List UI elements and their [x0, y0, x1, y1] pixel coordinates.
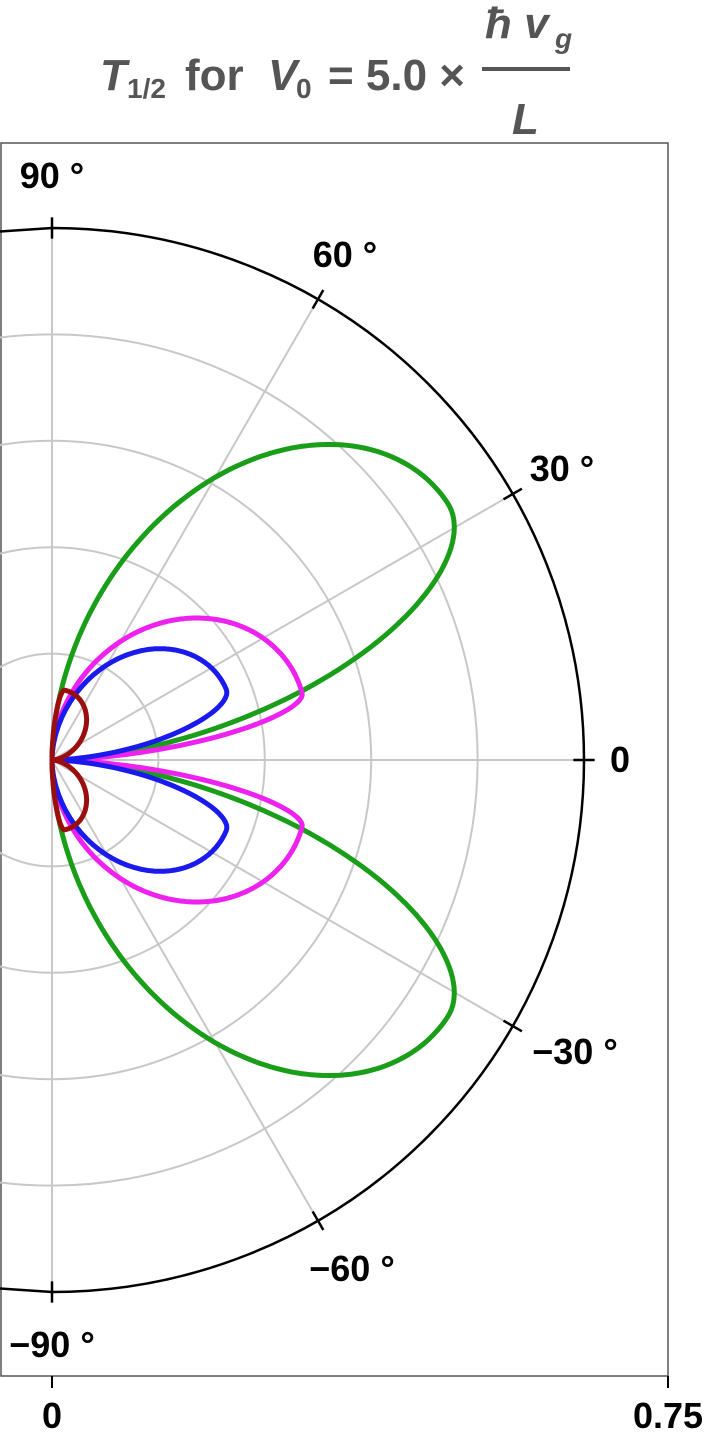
angular-gridline: [51, 759, 514, 1027]
frame-border: [0, 142, 669, 1377]
tick-labels: 90 ° 60 ° 30 ° 0 −30 ° −60 ° −90 ° 0 0.75: [9, 155, 703, 1436]
title-numerator-subscript: g: [554, 23, 572, 54]
title-denominator: L: [512, 95, 539, 144]
angle-tick-label: 30 °: [530, 448, 594, 489]
angular-gridline: [51, 493, 514, 761]
title-for: for: [185, 51, 244, 100]
angle-tick-label: −90 °: [9, 1324, 94, 1365]
angle-tick-label: 60 °: [313, 234, 377, 275]
title-numerator: ħ v: [485, 0, 551, 48]
angle-tick-label: 90 °: [20, 155, 84, 196]
angular-gridline: [51, 759, 319, 1222]
angle-tick-label: 0: [610, 739, 630, 780]
axis-ticks: [50, 217, 669, 1388]
angle-tick: [502, 487, 523, 501]
angle-tick: [502, 1019, 523, 1033]
title-symbol-subscript: 1/2: [127, 73, 166, 104]
title-variable-subscript: 0: [296, 73, 312, 104]
title-symbol: T: [100, 51, 130, 100]
radius-tick-label: 0: [42, 1395, 62, 1436]
angle-tick: [311, 289, 325, 310]
angle-tick-label: −60 °: [309, 1248, 394, 1289]
radius-tick-label: 0.75: [633, 1395, 703, 1436]
angle-tick: [311, 1210, 325, 1231]
title-variable: V: [268, 51, 301, 100]
series-curves: [49, 442, 457, 1078]
chart-title: T 1/2 for V 0 = 5.0 × ħ v g L: [100, 0, 572, 144]
angle-tick-label: −30 °: [532, 1031, 617, 1072]
series-curve: [49, 687, 90, 833]
title-equals: = 5.0 ×: [328, 51, 465, 100]
plot-frame: [0, 142, 669, 1377]
angular-gridline: [51, 298, 319, 761]
